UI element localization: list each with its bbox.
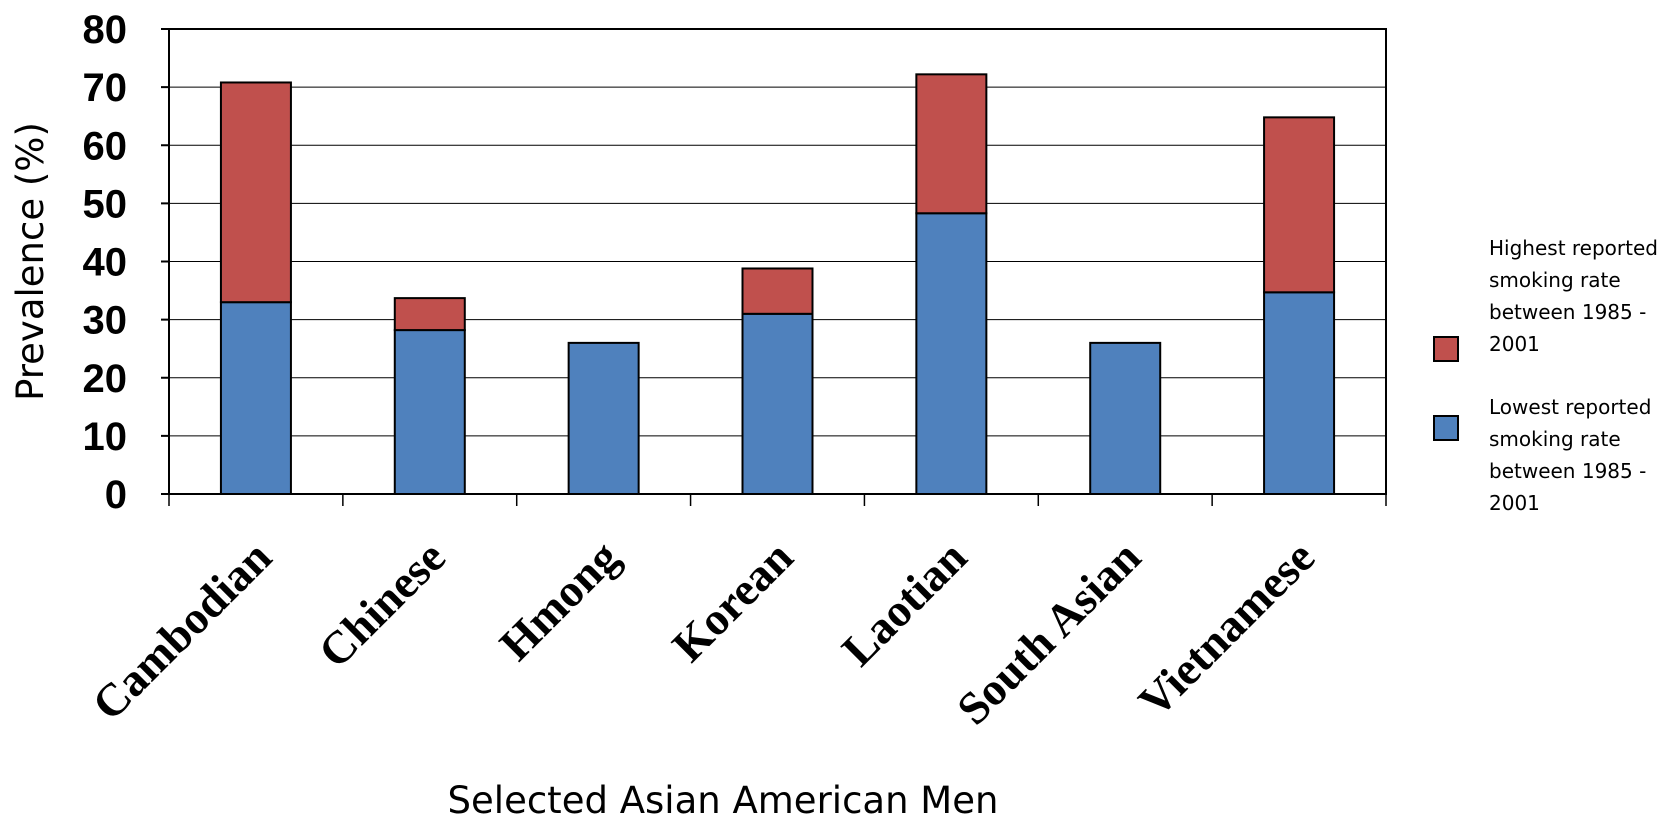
bar-highest-korean — [741, 267, 814, 315]
x-tick-label: Cambodian — [82, 531, 281, 730]
legend-label: Lowest reported — [1489, 395, 1651, 419]
legend-label: between 1985 - — [1489, 459, 1646, 483]
axis-lines — [161, 28, 1387, 506]
bar-highest-cambodian — [219, 81, 292, 304]
legend-label: smoking rate — [1489, 427, 1621, 451]
legend: Highest reported smoking rate between 1985… — [1433, 236, 1658, 515]
bar-highest-vietnamese — [1263, 116, 1336, 294]
y-axis-title: Prevalence (%) — [9, 122, 52, 401]
y-tick-label: 70 — [83, 66, 128, 110]
x-axis-title: Selected Asian American Men — [448, 779, 999, 818]
x-tick-label: Laotian — [832, 531, 977, 676]
y-tick-label: 50 — [83, 182, 128, 226]
y-tick-label: 0 — [105, 473, 127, 517]
x-tick-labels: Cambodian Chinese Hmong Korean LaotianSouth … — [82, 531, 1324, 734]
legend-label: smoking rate — [1489, 268, 1621, 292]
legend-swatch-lowest — [1433, 415, 1459, 441]
bar-lowest-cambodian — [219, 301, 292, 495]
legend-label: Highest reported — [1489, 236, 1658, 260]
bar-highest-chinese — [393, 297, 466, 332]
x-tick-label: Hmong — [490, 531, 629, 670]
bar-lowest-vietnamese — [1263, 291, 1336, 495]
bar-lowest-hmong — [567, 341, 640, 495]
x-tick-label: Vietnamese — [1129, 531, 1325, 727]
y-tick-label: 20 — [83, 357, 128, 401]
y-tick-labels: 0 10 20 30 40 50 60 70 80 — [83, 8, 128, 517]
x-tick-label: South Asian — [947, 531, 1150, 734]
y-tick-label: 40 — [83, 241, 128, 285]
bar-highest-laotian — [915, 73, 988, 215]
bar-lowest-chinese — [393, 329, 466, 495]
legend-label: between 1985 - — [1489, 300, 1646, 324]
bars — [219, 73, 1336, 495]
legend-swatch-highest — [1433, 336, 1459, 362]
bar-lowest-korean — [741, 312, 814, 495]
x-tick-label: Chinese — [309, 531, 455, 677]
legend-label: 2001 — [1489, 491, 1540, 515]
legend-label: 2001 — [1489, 332, 1540, 356]
y-tick-label: 10 — [83, 415, 128, 459]
x-tick-label: Korean — [662, 531, 802, 671]
y-tick-label: 60 — [83, 124, 128, 168]
y-tick-label: 30 — [83, 299, 128, 343]
y-tick-label: 80 — [83, 8, 128, 52]
bar-lowest-laotian — [915, 212, 988, 495]
bar-lowest-south-asian — [1089, 341, 1162, 495]
